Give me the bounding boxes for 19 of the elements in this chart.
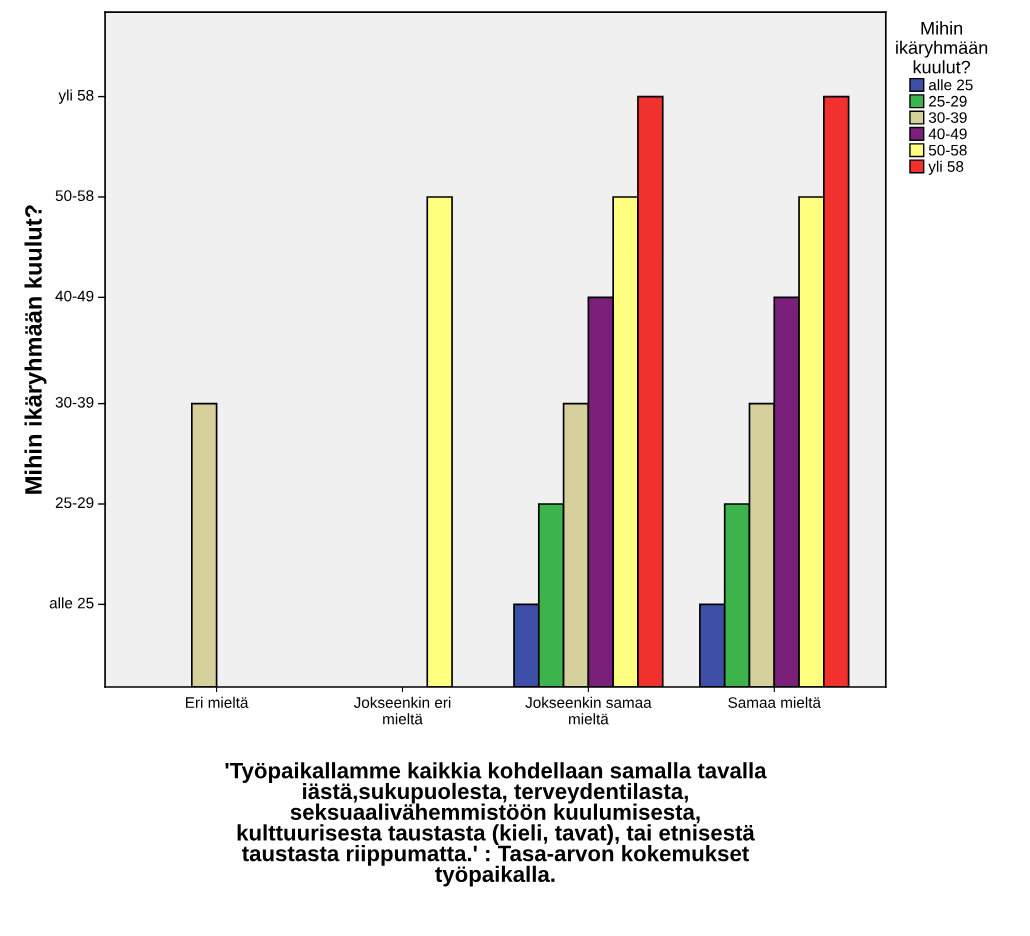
legend-label: alle 25 — [928, 79, 973, 91]
text: 30-39 — [55, 396, 94, 408]
legend-label: 25-29 — [929, 95, 967, 107]
x-tick-label: Eri mieltä — [186, 696, 249, 708]
text: alle 25 — [49, 597, 94, 609]
text: 50-58 — [55, 190, 94, 202]
text: 40-49 — [55, 290, 94, 302]
text: yli 58 — [58, 89, 94, 104]
legend-title: Mihin ikäryhmään kuulut? — [896, 21, 988, 74]
x-tick-label: Jokseenkin eri mieltä — [353, 696, 451, 725]
legend-label: 30-39 — [928, 112, 967, 123]
x-tick-label: Jokseenkin samaa mieltä — [525, 696, 652, 725]
legend-label: 50-58 — [928, 144, 967, 156]
text: 25-29 — [55, 497, 94, 509]
legend-label: yli 58 — [928, 160, 964, 175]
y-axis-title: Mihin ikäryhmään kuulut? — [24, 205, 47, 494]
x-tick-label: Samaa mieltä — [728, 696, 821, 708]
x-axis-title: 'Työpaikallamme kaikkia kohdellaan samalla tavalla iästä,sukupuolesta, terveydentilasta, seksuaalivähemmistöön kuulumisesta, kulttuurisesta taustasta (kieli, tavat), tai etnisestä taustasta riippumatta.' : Tasa-arvon kokemukset työpaikalla. — [225, 762, 767, 887]
legend-label: 40-49 — [928, 128, 967, 140]
